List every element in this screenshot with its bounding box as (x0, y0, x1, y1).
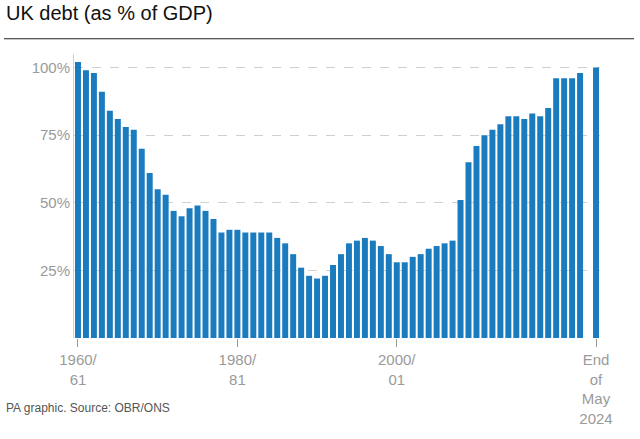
svg-text:50%: 50% (40, 194, 70, 211)
svg-text:PA graphic. Source: OBR/ONS: PA graphic. Source: OBR/ONS (6, 401, 170, 415)
svg-text:1960/61: 1960/61 (59, 351, 97, 388)
svg-text:2000/01: 2000/01 (378, 351, 416, 388)
svg-text:100%: 100% (32, 59, 70, 76)
svg-text:EndofMay2024: EndofMay2024 (579, 351, 612, 427)
svg-text:25%: 25% (40, 262, 70, 279)
svg-text:1980/81: 1980/81 (219, 351, 257, 388)
svg-text:75%: 75% (40, 126, 70, 143)
svg-text:UK debt (as % of GDP): UK debt (as % of GDP) (6, 2, 213, 24)
